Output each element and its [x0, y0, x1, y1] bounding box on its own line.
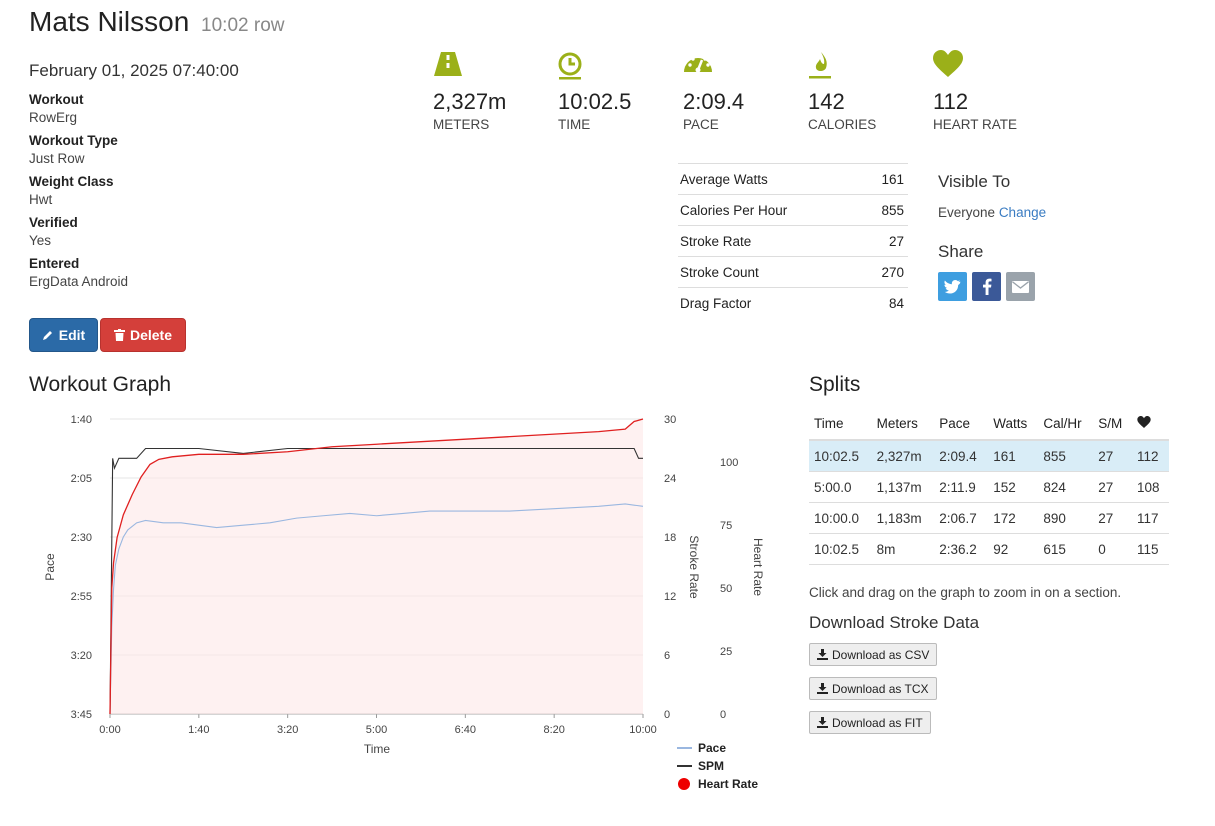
hr-tick-label: 100 [720, 457, 738, 469]
splits-title: Splits [809, 373, 861, 396]
detail-row: Drag Factor 84 [678, 287, 908, 318]
download-csv-button[interactable]: Download as CSV [809, 643, 938, 666]
visible-to-heading: Visible To [938, 172, 1011, 191]
envelope-icon [1012, 280, 1029, 293]
x-tick-label: 6:40 [455, 724, 476, 736]
hr-tick-label: 0 [720, 709, 726, 721]
detail-row: Stroke Count 270 [678, 256, 908, 288]
legend-heart-rate[interactable]: Heart Rate [677, 777, 758, 791]
workout-graph[interactable]: 1:40 2:05 2:30 2:55 3:20 3:45 30 24 18 12 6 0 100 75 5… [40, 405, 780, 800]
heart-rate-area [110, 419, 643, 714]
info-workout-type: Workout Type Just Row [29, 133, 118, 166]
info-entered: Entered ErgData Android [29, 256, 129, 289]
page-title: Mats Nilsson 10:02 row [29, 6, 285, 38]
zoom-hint: Click and drag on the graph to zoom in o… [809, 585, 1122, 600]
workout-graph-title: Workout Graph [29, 373, 172, 396]
stat-time: 10:02.5 TIME [558, 50, 678, 132]
pace-tick-label: 1:40 [71, 414, 92, 426]
hr-tick-label: 25 [720, 646, 732, 658]
change-visibility-link[interactable]: Change [998, 205, 1047, 220]
heart-column-header [1131, 408, 1169, 441]
share-email-button[interactable] [1006, 272, 1035, 301]
heart-icon [1137, 416, 1151, 428]
heart-rate-series-line [109, 418, 644, 715]
visibility-value: Everyone [938, 205, 996, 220]
pace-tick-label: 2:55 [71, 591, 92, 603]
y-axis-label-stroke-rate: Stroke Rate [687, 535, 701, 599]
stat-heart-rate: 112 HEART RATE [933, 50, 1053, 132]
pace-series-line [109, 503, 644, 715]
x-tick-label: 10:00 [629, 724, 657, 736]
x-tick-label: 5:00 [366, 724, 387, 736]
x-tick-label: 0:00 [99, 724, 120, 736]
y-axis-label-pace: Pace [43, 553, 57, 581]
y-axis-label-heart-rate: Heart Rate [751, 538, 765, 596]
hr-tick-label: 50 [720, 583, 732, 595]
stat-calories: 142 CALORIES [808, 50, 928, 132]
flame-icon [809, 52, 831, 79]
road-icon [434, 52, 462, 76]
download-heading: Download Stroke Data [809, 613, 980, 632]
share-facebook-button[interactable] [972, 272, 1001, 301]
workout-date: February 01, 2025 07:40:00 [29, 61, 239, 80]
athlete-name: Mats Nilsson [29, 6, 190, 37]
workout-details-table: Average Watts 161 Calories Per Hour 855 St… [678, 163, 908, 318]
spm-tick-label: 18 [664, 532, 676, 544]
workout-subtitle: 10:02 row [201, 15, 285, 36]
facebook-icon [982, 278, 991, 295]
detail-row: Calories Per Hour 855 [678, 194, 908, 226]
x-tick-label: 1:40 [188, 724, 209, 736]
info-weight-class: Weight Class Hwt [29, 174, 114, 207]
legend-pace-swatch [677, 747, 692, 749]
spm-tick-label: 24 [664, 473, 676, 485]
spm-tick-label: 12 [664, 591, 676, 603]
spm-series-line [109, 447, 643, 715]
spm-tick-label: 30 [664, 414, 676, 426]
twitter-icon [944, 279, 961, 293]
download-tcx-button[interactable]: Download as TCX [809, 677, 937, 700]
pace-tick-label: 3:20 [71, 650, 92, 662]
download-fit-button[interactable]: Download as FIT [809, 711, 931, 734]
legend-pace[interactable]: Pace [677, 741, 726, 755]
pace-tick-label: 3:45 [71, 709, 92, 721]
edit-button[interactable]: Edit [29, 318, 98, 352]
splits-header-row: Time Meters Pace Watts Cal/Hr S/M [809, 408, 1169, 441]
x-axis-label: Time [364, 742, 391, 756]
visibility-line: Everyone Change [938, 205, 1046, 220]
table-row[interactable]: 5:00.0 1,137m 2:11.9 152 824 27 108 [809, 471, 1169, 503]
info-workout: Workout RowErg [29, 92, 84, 125]
x-tick-label: 8:20 [543, 724, 564, 736]
download-icon [817, 683, 828, 694]
stat-pace: 2:09.4 PACE [683, 50, 803, 132]
table-row[interactable]: 10:00.0 1,183m 2:06.7 172 890 27 117 [809, 502, 1169, 534]
share-heading: Share [938, 242, 984, 261]
heart-icon [933, 50, 963, 77]
table-row[interactable]: 10:02.5 8m 2:36.2 92 615 0 115 [809, 533, 1169, 565]
legend-spm-swatch [677, 765, 692, 767]
workout-info: Workout RowErg Workout Type Just Row Wei… [29, 92, 329, 297]
stat-meters: 2,327m METERS [433, 50, 553, 132]
download-icon [817, 717, 828, 728]
pace-tick-label: 2:30 [71, 532, 92, 544]
pace-tick-label: 2:05 [71, 473, 92, 485]
download-icon [817, 649, 828, 660]
spm-tick-label: 0 [664, 709, 670, 721]
dashboard-icon [684, 54, 712, 73]
detail-row: Stroke Rate 27 [678, 225, 908, 257]
legend-heart-rate-swatch [678, 778, 690, 790]
x-tick-label: 3:20 [277, 724, 298, 736]
splits-table: Time Meters Pace Watts Cal/Hr S/M 10:02.… [809, 408, 1169, 565]
clock-icon [558, 52, 582, 80]
pencil-icon [42, 331, 52, 340]
info-verified: Verified Yes [29, 215, 78, 248]
trash-icon [113, 329, 125, 341]
detail-row: Average Watts 161 [678, 163, 908, 195]
delete-button[interactable]: Delete [100, 318, 186, 352]
table-row[interactable]: 10:02.5 2,327m 2:09.4 161 855 27 112 [809, 440, 1169, 472]
spm-tick-label: 6 [664, 650, 670, 662]
legend-spm[interactable]: SPM [677, 759, 724, 773]
hr-tick-label: 75 [720, 520, 732, 532]
share-twitter-button[interactable] [938, 272, 967, 301]
